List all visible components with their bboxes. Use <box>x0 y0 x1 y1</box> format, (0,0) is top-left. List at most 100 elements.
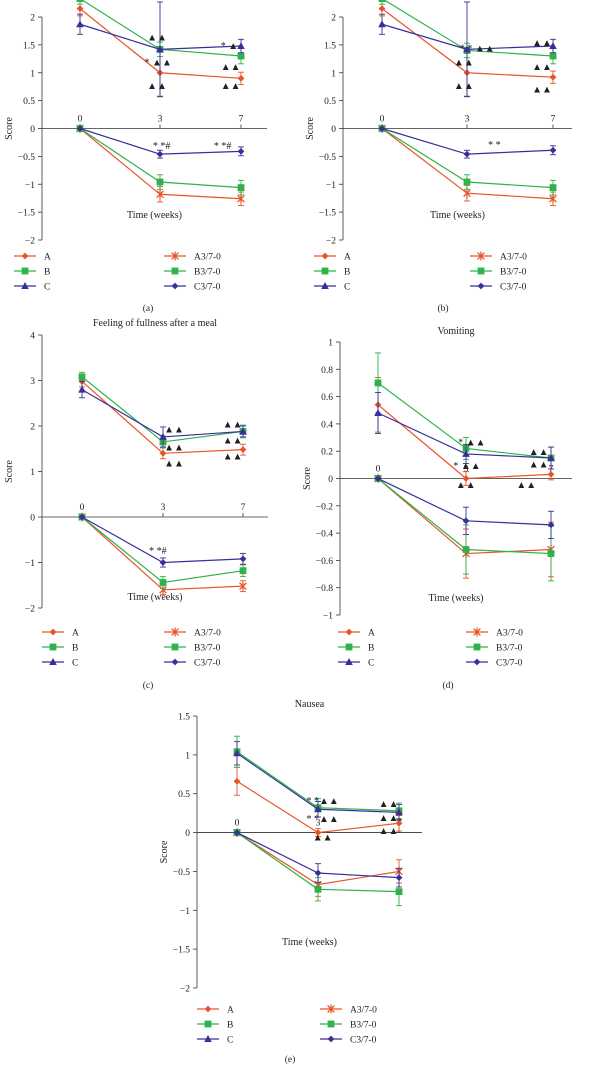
chart-title: Vomiting <box>437 326 474 337</box>
series-B <box>374 352 555 470</box>
legend-swatch-marker <box>171 282 179 290</box>
legend-swatch-marker <box>473 643 481 651</box>
x-axis-title: Time (weeks) <box>127 210 182 221</box>
data-point <box>237 52 245 60</box>
panel-label: (b) <box>437 303 448 314</box>
data-point <box>233 829 241 836</box>
legend-label: C <box>44 283 50 293</box>
legend-label: A3/7-0 <box>194 253 221 263</box>
series-C <box>378 1 557 98</box>
data-point <box>378 125 386 132</box>
legend-item: B <box>197 1021 233 1031</box>
y-tick-label: 0 <box>328 475 333 485</box>
legend-item: B <box>314 268 350 278</box>
series-C <box>233 741 403 821</box>
legend-label: B3/7-0 <box>350 1021 377 1031</box>
significance-mark: * * ▲▲ <box>460 44 495 55</box>
y-tick-label: 1 <box>30 468 35 478</box>
y-axis-title: Score <box>305 117 316 140</box>
x-tick-label: 3 <box>465 115 470 125</box>
legend-item: B <box>14 268 50 278</box>
x-tick-label: 0 <box>80 503 85 513</box>
y-tick-label: −1.5 <box>319 209 336 219</box>
significance-mark: ▲▲ <box>454 81 474 92</box>
data-point <box>239 427 247 435</box>
data-point <box>237 147 245 155</box>
legend-label: A <box>344 253 351 263</box>
legend-item: C3/7-0 <box>164 659 221 669</box>
legend-swatch-marker <box>171 251 179 261</box>
x-axis-title: Time (weeks) <box>429 593 484 604</box>
data-point <box>156 150 164 158</box>
series-C <box>78 380 247 448</box>
y-tick-label: −1.5 <box>173 946 190 956</box>
x-tick-label: 0 <box>376 465 381 475</box>
data-point <box>374 475 382 482</box>
legend-swatch-marker <box>21 252 29 260</box>
series-A3/7-0 <box>378 124 557 206</box>
significance-mark: ▲▲ <box>313 832 333 843</box>
legend-label: B <box>227 1021 233 1031</box>
data-point <box>549 194 557 204</box>
data-point <box>462 517 470 525</box>
chart-title: Nausea <box>295 699 325 710</box>
data-point <box>314 829 322 836</box>
legend-swatch-marker <box>327 1004 335 1014</box>
significance-mark: ▲▲ <box>379 799 399 810</box>
y-tick-label: −0.5 <box>18 153 35 163</box>
data-point <box>78 385 86 393</box>
legend-label: A <box>227 1006 234 1016</box>
x-tick-label: 3 <box>464 465 469 475</box>
data-point <box>549 184 557 191</box>
significance-mark: ▲▲ <box>223 452 243 463</box>
legend-label: B3/7-0 <box>194 644 221 654</box>
legend-item: A <box>14 253 51 263</box>
y-tick-label: 0 <box>185 829 190 839</box>
y-tick-label: 0 <box>30 514 35 524</box>
data-point <box>378 5 386 13</box>
significance-mark: ▲▲ <box>223 420 243 431</box>
data-point <box>237 74 245 82</box>
series-C <box>76 1 245 98</box>
data-point <box>159 559 167 566</box>
significance-mark: ▲▲ <box>147 81 167 92</box>
legend-label: C <box>344 283 350 293</box>
y-tick-label: −0.5 <box>173 868 190 878</box>
data-point <box>378 20 386 28</box>
x-tick-label: 3 <box>158 115 163 125</box>
legend-label: A3/7-0 <box>496 629 523 639</box>
legend-swatch-marker <box>171 267 179 275</box>
legend-swatch-marker <box>204 1035 212 1042</box>
data-point <box>76 20 84 28</box>
y-axis-title: Score <box>4 117 15 140</box>
significance-mark: ▲▲ <box>516 480 536 491</box>
significance-mark: ▲▲ <box>532 38 552 49</box>
data-point <box>78 373 86 381</box>
y-tick-label: 0.5 <box>178 790 190 800</box>
legend-swatch-marker <box>477 282 485 290</box>
legend-item: A <box>197 1006 234 1016</box>
y-tick-label: 0.2 <box>321 448 333 458</box>
legend-item: C <box>197 1035 233 1046</box>
data-point <box>463 45 471 53</box>
panel-label: (a) <box>143 303 154 314</box>
chart-panel-4: Nausea−2−1.5−1−0.500.511.5037ScoreTime (… <box>159 699 422 1065</box>
y-tick-label: 0 <box>331 125 336 135</box>
significance-mark: ▲▲ <box>532 62 552 73</box>
legend-item: A <box>42 629 79 639</box>
significance-mark: * *▲▲ <box>306 796 338 807</box>
significance-mark: * *# <box>214 141 232 152</box>
panel-label: (c) <box>143 680 154 691</box>
legend-swatch-marker <box>171 658 179 666</box>
data-point <box>463 188 471 198</box>
legend-item: C3/7-0 <box>470 283 527 293</box>
data-point <box>78 513 86 521</box>
data-point <box>547 521 555 529</box>
data-point <box>156 189 164 199</box>
x-axis-title: Time (weeks) <box>128 592 183 603</box>
y-axis-title: Score <box>159 840 170 863</box>
legend-item: C <box>14 282 50 293</box>
y-tick-label: 1.5 <box>324 41 336 51</box>
data-point <box>462 546 470 553</box>
